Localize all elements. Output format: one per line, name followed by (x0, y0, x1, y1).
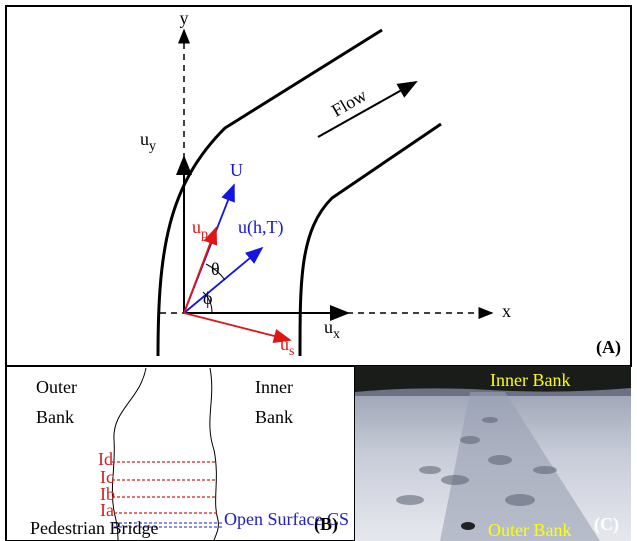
inner-bank-line (210, 368, 219, 541)
panel-b-label: (B) (314, 514, 338, 535)
panel-c-label: (C) (594, 514, 619, 535)
outer-bank-text: Bank (36, 407, 74, 427)
phi-label: ϕ (203, 288, 212, 308)
bridge-label: Pedestrian Bridge (30, 518, 158, 538)
photo (355, 366, 631, 541)
up-label: up (192, 217, 208, 242)
figure: Flow y x uy ux U u(h,T) up us θ ϕ (A) Ou… (0, 0, 637, 541)
inner-bank-curve (300, 124, 441, 356)
section-label: Id (98, 449, 113, 469)
section-label: Ia (100, 500, 114, 520)
theta-label: θ (211, 259, 220, 279)
outer-bank-line (112, 368, 146, 541)
us-vector (184, 313, 290, 340)
flow-label: Flow (328, 85, 370, 121)
inner-bank-text: Inner (255, 377, 293, 397)
x-axis-label: x (502, 301, 511, 321)
outer-bank-text: Outer (36, 377, 77, 397)
us-label: us (280, 334, 294, 359)
uht-label: u(h,T) (238, 217, 283, 238)
uy-label: uy (140, 129, 156, 154)
inner-bank-photo-label: Inner Bank (490, 370, 570, 390)
ux-label: ux (324, 317, 340, 342)
u-label: U (230, 160, 243, 180)
y-axis-label: y (180, 8, 189, 28)
inner-bank-text: Bank (255, 407, 293, 427)
panel-a-label: (A) (596, 337, 621, 358)
outer-bank-photo-label: Outer Bank (488, 520, 571, 540)
